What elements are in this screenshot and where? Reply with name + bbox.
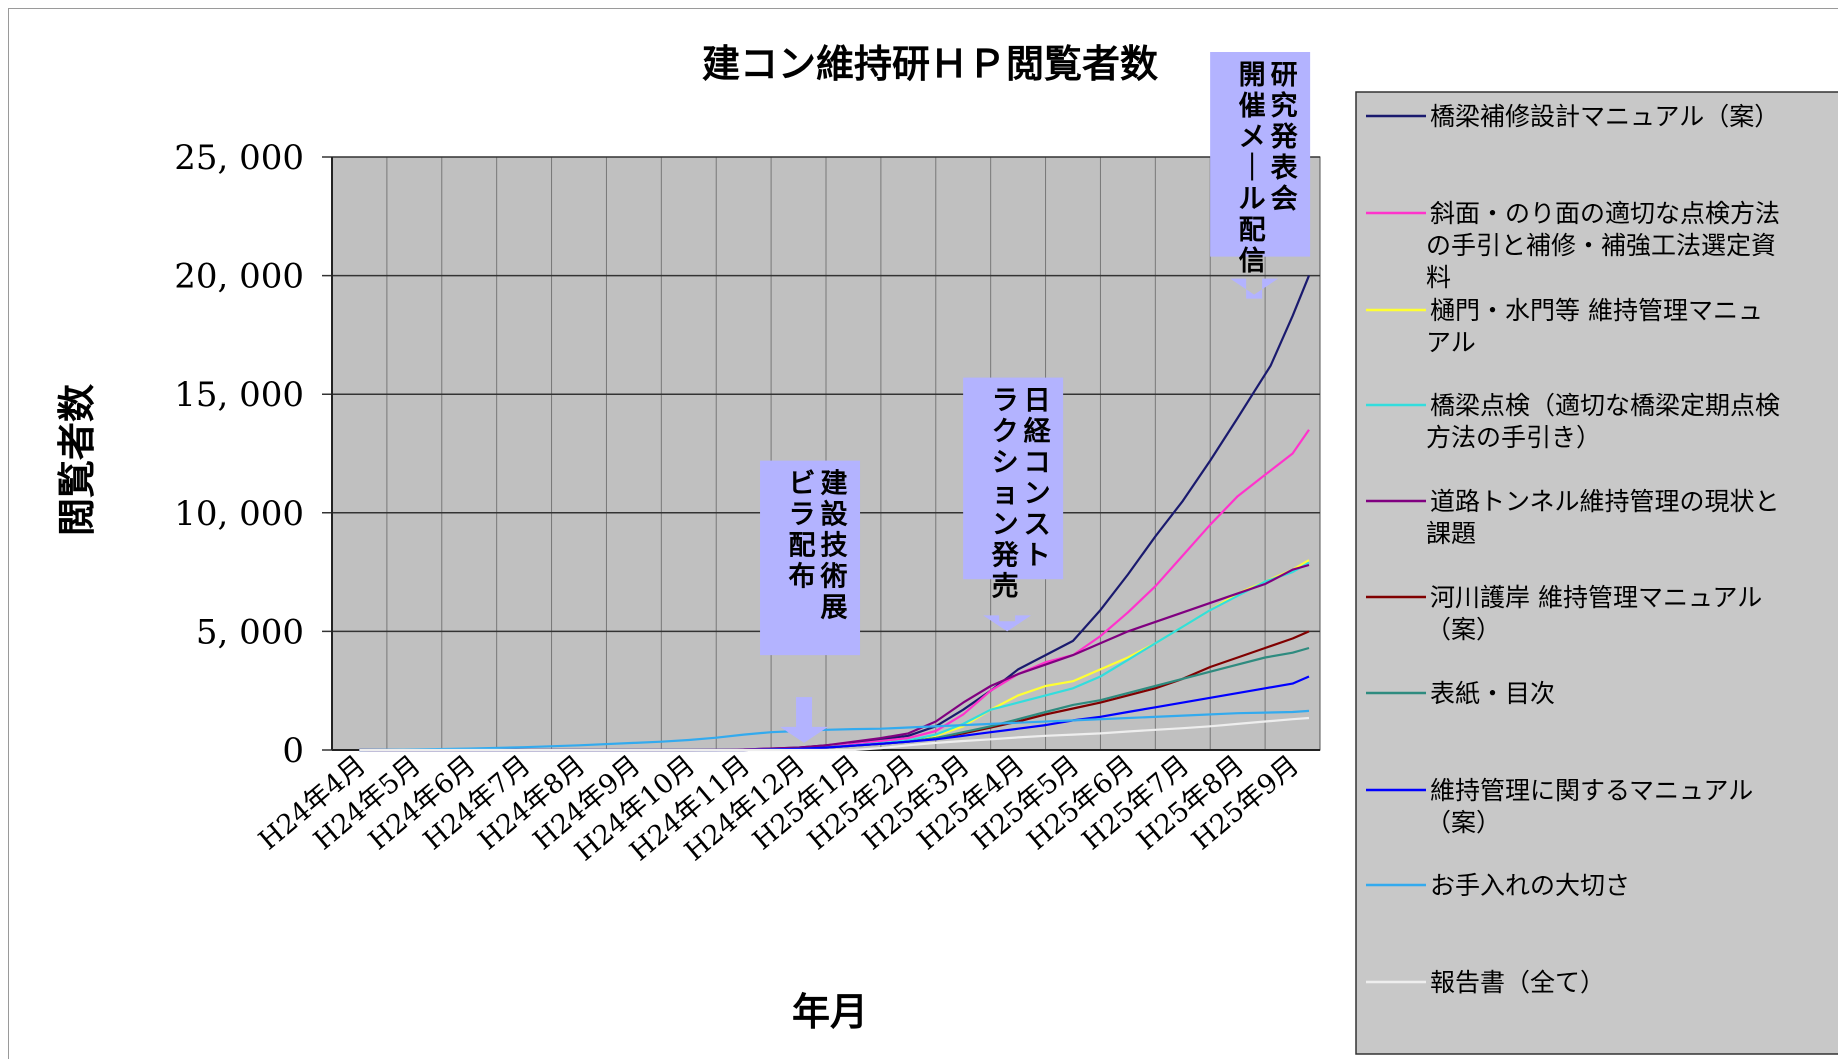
annotation-arrow <box>1230 278 1279 299</box>
legend-label: 報告書（全て） <box>1430 968 1605 997</box>
annotation-char: ｜ <box>1239 152 1266 184</box>
legend-label-line: 課題 <box>1426 519 1476 548</box>
legend-label-line: 道路トンネル維持管理の現状と <box>1430 487 1780 516</box>
annotation-text: 建設技術展 <box>820 469 849 624</box>
legend-label: 樋門・水門等 維持管理マニュアル <box>1426 296 1763 357</box>
chart-title: 建コン維持研ＨＰ閲覧者数 <box>702 42 1158 86</box>
annotation-arrow <box>983 615 1032 632</box>
legend-label: 橋梁補修設計マニュアル（案） <box>1430 102 1779 131</box>
legend-label-line: 河川護岸 維持管理マニュアル <box>1430 583 1762 612</box>
legend-box <box>1355 91 1838 1055</box>
chart-frame <box>8 8 1838 1059</box>
annotation-arrow <box>780 697 829 743</box>
annotation-char: コ <box>1024 448 1051 479</box>
annotation-char: 発 <box>1270 122 1299 153</box>
legend-label-line: 斜面・のり面の適切な点検方法 <box>1430 199 1780 228</box>
y-axis-title: 閲覧者数 <box>55 384 99 536</box>
annotation-box <box>760 460 861 656</box>
annotation-char: ビ <box>789 469 816 500</box>
legend-label-line: 報告書（全て） <box>1430 968 1605 997</box>
legend-label-line: 橋梁点検（適切な橋梁定期点検 <box>1430 391 1780 420</box>
y-tick-label: 5, 000 <box>196 612 304 652</box>
annotation-text: 日経コンスト <box>1024 386 1052 572</box>
annotation-char: 売 <box>992 572 1019 603</box>
y-tick-label: 20, 000 <box>174 257 304 297</box>
annotation-char: ラ <box>789 500 816 531</box>
annotation-char: ョ <box>992 479 1019 510</box>
annotation-char: 催 <box>1239 91 1266 122</box>
legend-label-line: （案） <box>1426 808 1501 837</box>
annotation-char: シ <box>992 448 1019 479</box>
legend-label-line: 橋梁補修設計マニュアル（案） <box>1430 102 1779 131</box>
legend-label: お手入れの大切さ <box>1430 871 1630 900</box>
annotation-char: 設 <box>821 499 849 531</box>
annotation-char: 究 <box>1271 90 1298 122</box>
annotation-text: 開催メ｜ル配信 <box>1239 60 1266 277</box>
annotation-box <box>1210 52 1311 257</box>
series-line <box>359 675 1310 752</box>
x-axis-title: 年月 <box>792 990 868 1034</box>
annotation-char: ン <box>992 510 1019 541</box>
annotation-char: ル <box>1239 184 1266 215</box>
legend-label-line: お手入れの大切さ <box>1430 871 1630 900</box>
annotation-char: ス <box>1024 510 1051 541</box>
legend-label: 道路トンネル維持管理の現状と課題 <box>1426 487 1780 548</box>
legend-label-line: 樋門・水門等 維持管理マニュ <box>1430 296 1763 325</box>
legend-label-line: （案） <box>1426 615 1501 644</box>
annotation-char: ク <box>992 417 1019 448</box>
legend-label: 橋梁点検（適切な橋梁定期点検方法の手引き） <box>1426 391 1780 452</box>
annotation-char: ラ <box>992 386 1019 417</box>
series-line <box>359 716 1310 752</box>
annotation-text: ビラ配布 <box>789 469 816 593</box>
y-tick-label: 10, 000 <box>174 494 304 534</box>
legend: 橋梁補修設計マニュアル（案） 斜面・のり面の適切な点検方法の手引と補修・補強工法選… <box>1355 91 1838 1055</box>
y-tick-label: 25, 000 <box>174 138 304 178</box>
annotation-char: 会 <box>1271 184 1298 215</box>
legend-label-line: の手引と補修・補強工法選定資 <box>1426 231 1776 260</box>
annotation-char: 技 <box>821 531 848 562</box>
annotation-char: 展 <box>821 593 848 624</box>
annotation-char: 術 <box>820 562 848 593</box>
annotation-char: 配 <box>1239 215 1266 246</box>
legend-label-line: 表紙・目次 <box>1430 679 1555 708</box>
annotation-char: 日 <box>1024 386 1051 417</box>
legend-label: 表紙・目次 <box>1430 679 1555 708</box>
series-line <box>359 563 1310 752</box>
annotation-char: 研 <box>1271 60 1298 91</box>
annotation-char: 開 <box>1239 60 1266 91</box>
legend-label: 河川護岸 維持管理マニュアル （案） <box>1426 583 1762 644</box>
annotation-char: 表 <box>1271 153 1298 184</box>
y-tick-label: 0 <box>282 731 304 771</box>
annotation-text: ラクション発売 <box>991 386 1020 603</box>
annotation-char: 発 <box>991 541 1020 572</box>
legend-label-line: 料 <box>1426 263 1451 292</box>
annotation-char: 経 <box>1024 416 1052 448</box>
legend-label: 斜面・のり面の適切な点検方法の手引と補修・補強工法選定資料 <box>1426 199 1780 292</box>
annotation-char: ン <box>1024 479 1051 510</box>
annotation-text: 研究発表会 <box>1270 60 1299 215</box>
annotation-box <box>963 377 1064 580</box>
legend-label-line: 方法の手引き） <box>1426 423 1601 452</box>
legend-label-line: 維持管理に関するマニュアル <box>1430 776 1753 805</box>
annotation-char: 建 <box>821 469 848 500</box>
y-tick-label: 15, 000 <box>174 375 304 415</box>
annotation-char: メ <box>1239 122 1266 153</box>
legend-label: 維持管理に関するマニュアル （案） <box>1426 776 1753 837</box>
annotation-char: ト <box>1024 541 1051 572</box>
annotation-char: 配 <box>789 531 816 562</box>
legend-label-line: アル <box>1426 328 1476 357</box>
annotation-char: 信 <box>1239 246 1266 277</box>
annotation-char: 布 <box>789 562 816 593</box>
